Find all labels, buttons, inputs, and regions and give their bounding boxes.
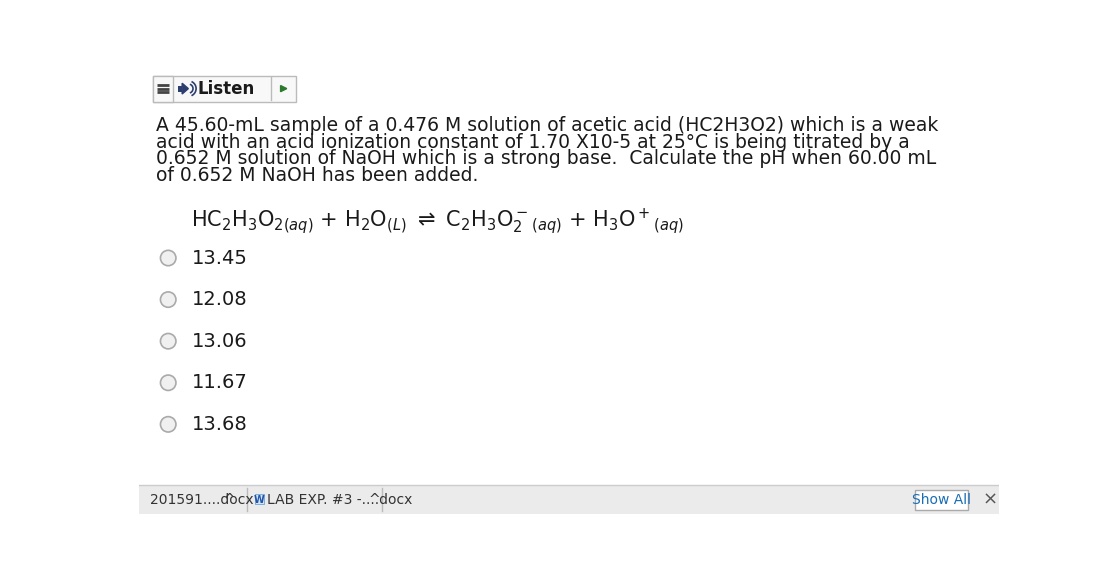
Text: of 0.652 M NaOH has been added.: of 0.652 M NaOH has been added. [155, 166, 478, 186]
Text: ×: × [982, 491, 997, 509]
Circle shape [161, 334, 176, 349]
FancyBboxPatch shape [139, 485, 999, 514]
Polygon shape [281, 86, 286, 92]
Text: LAB EXP. #3 -....docx: LAB EXP. #3 -....docx [268, 493, 413, 507]
Text: 13.68: 13.68 [191, 415, 248, 434]
Text: Listen: Listen [198, 80, 255, 98]
Circle shape [161, 417, 176, 432]
Text: 201591....docx: 201591....docx [150, 493, 253, 507]
Text: 0.652 M solution of NaOH which is a strong base.  Calculate the pH when 60.00 mL: 0.652 M solution of NaOH which is a stro… [155, 150, 936, 168]
Text: 13.45: 13.45 [191, 249, 248, 268]
Text: Show All: Show All [912, 493, 971, 507]
FancyBboxPatch shape [153, 76, 296, 102]
FancyBboxPatch shape [178, 86, 182, 92]
Text: A 45.60-mL sample of a 0.476 M solution of acetic acid (HC2H3O2) which is a weak: A 45.60-mL sample of a 0.476 M solution … [155, 116, 938, 135]
Circle shape [161, 250, 176, 266]
Text: acid with an acid ionization constant of 1.70 X10-5 at 25°C is being titrated by: acid with an acid ionization constant of… [155, 132, 909, 151]
Text: 12.08: 12.08 [191, 290, 248, 309]
Text: 11.67: 11.67 [191, 373, 248, 392]
Polygon shape [182, 83, 189, 94]
Text: ^: ^ [224, 493, 235, 507]
FancyBboxPatch shape [255, 494, 263, 505]
Circle shape [161, 292, 176, 307]
Text: ^: ^ [369, 493, 380, 507]
Text: HC$_2$H$_3$O$_{2(aq)}$ + H$_2$O$_{(L)}$ $\rightleftharpoons$ C$_2$H$_3$O$_2^-$$_: HC$_2$H$_3$O$_{2(aq)}$ + H$_2$O$_{(L)}$ … [191, 206, 684, 236]
Text: 13.06: 13.06 [191, 332, 248, 351]
FancyBboxPatch shape [916, 490, 968, 510]
Text: W: W [254, 495, 264, 505]
Circle shape [161, 375, 176, 391]
FancyBboxPatch shape [153, 76, 173, 102]
